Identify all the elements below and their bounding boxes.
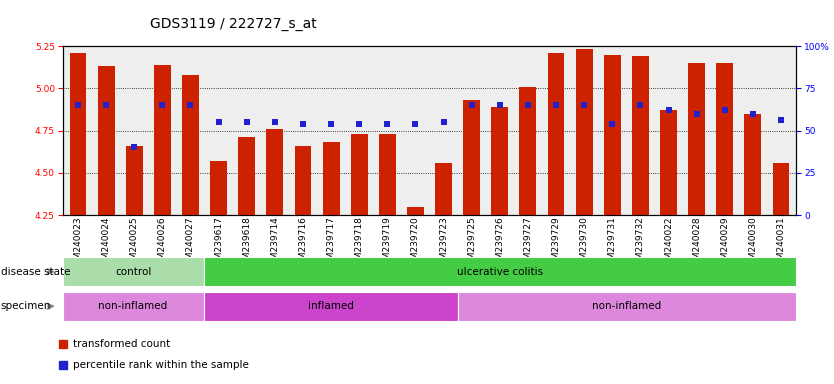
- Bar: [632, 56, 649, 215]
- Bar: [69, 53, 87, 215]
- Bar: [604, 55, 620, 215]
- Text: percentile rank within the sample: percentile rank within the sample: [73, 360, 249, 370]
- Bar: [351, 134, 368, 215]
- Bar: [745, 114, 761, 215]
- Text: control: control: [115, 266, 151, 277]
- Text: disease state: disease state: [1, 266, 70, 277]
- Bar: [716, 63, 733, 215]
- Text: transformed count: transformed count: [73, 339, 170, 349]
- Text: GDS3119 / 222727_s_at: GDS3119 / 222727_s_at: [150, 17, 317, 31]
- Bar: [688, 63, 705, 215]
- Bar: [203, 292, 458, 321]
- Bar: [98, 66, 114, 215]
- Bar: [294, 146, 311, 215]
- Bar: [491, 107, 508, 215]
- Bar: [182, 75, 199, 215]
- Bar: [575, 50, 593, 215]
- Text: non-inflamed: non-inflamed: [98, 301, 168, 311]
- Bar: [210, 161, 227, 215]
- Bar: [63, 257, 203, 286]
- Bar: [407, 207, 424, 215]
- Bar: [379, 134, 396, 215]
- Bar: [239, 137, 255, 215]
- Bar: [548, 53, 565, 215]
- Bar: [154, 65, 171, 215]
- Bar: [458, 292, 796, 321]
- Bar: [63, 292, 203, 321]
- Bar: [435, 163, 452, 215]
- Bar: [266, 129, 284, 215]
- Bar: [772, 163, 790, 215]
- Text: non-inflamed: non-inflamed: [592, 301, 661, 311]
- Bar: [203, 257, 796, 286]
- Text: ulcerative colitis: ulcerative colitis: [457, 266, 543, 277]
- Text: inflamed: inflamed: [308, 301, 354, 311]
- Text: specimen: specimen: [1, 301, 51, 311]
- Bar: [520, 87, 536, 215]
- Bar: [323, 142, 339, 215]
- Bar: [463, 100, 480, 215]
- Bar: [126, 146, 143, 215]
- Bar: [660, 110, 677, 215]
